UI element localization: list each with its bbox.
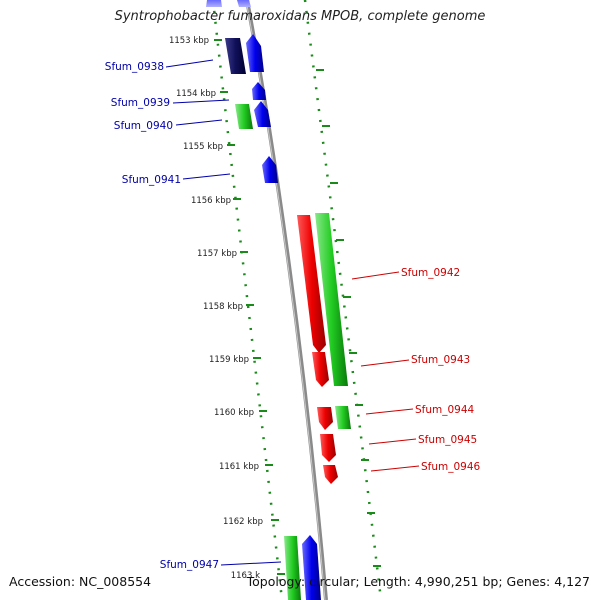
gene-label-sfum-0944[interactable]: Sfum_0944: [415, 404, 475, 416]
genome-summary: Topology: circular; Length: 4,990,251 bp…: [246, 574, 590, 589]
gene-arrow-faded[interactable]: [206, 0, 222, 7]
gene-label-sfum-0943[interactable]: Sfum_0943: [411, 354, 470, 366]
tick-label-1160: 1160 kbp: [214, 408, 254, 418]
tick-label-1157: 1157 kbp: [197, 249, 237, 259]
gene-label-sfum-0938[interactable]: Sfum_0938: [105, 61, 164, 73]
leader-line: [172, 99, 230, 104]
left-leader-lines: [165, 59, 282, 566]
tick-label-1163: 1163 k: [231, 571, 260, 581]
gene-arrow-sfum-0941[interactable]: [262, 156, 278, 183]
gene-arrow-sfum-0943[interactable]: [312, 352, 329, 387]
forward-genes: [206, 0, 321, 600]
tick-label-1161: 1161 kbp: [219, 462, 259, 472]
cds-features: [235, 104, 351, 600]
gene-arrow-sfum-0942[interactable]: [297, 215, 326, 353]
gene-label-sfum-0947[interactable]: Sfum_0947: [160, 559, 219, 571]
scale-tick-labels: 1153 kbp 1154 kbp 1155 kbp 1156 kbp 1157…: [169, 36, 263, 581]
gene-arrow-faded[interactable]: [237, 0, 251, 7]
leader-line: [365, 408, 414, 415]
tick-label-1154: 1154 kbp: [176, 89, 216, 99]
tick-label-1158: 1158 kbp: [203, 302, 243, 312]
cds-sfum-0944[interactable]: [335, 406, 351, 429]
leader-line: [360, 359, 410, 367]
right-gene-labels: Sfum_0942 Sfum_0943 Sfum_0944 Sfum_0945 …: [401, 267, 481, 473]
leader-line: [165, 59, 214, 68]
gene-label-sfum-0945[interactable]: Sfum_0945: [418, 434, 477, 446]
leader-line: [220, 561, 282, 566]
cds-sfum-0947-green[interactable]: [284, 536, 301, 600]
gene-label-sfum-0942[interactable]: Sfum_0942: [401, 267, 460, 279]
cds-sfum-0940[interactable]: [235, 104, 253, 129]
leader-line: [368, 438, 417, 445]
gene-arrow-sfum-0946[interactable]: [323, 465, 338, 484]
leader-line: [182, 173, 231, 180]
gene-arrow-sfum-0939[interactable]: [252, 82, 266, 100]
gene-arrow-sfum-0945[interactable]: [320, 434, 336, 462]
gene-arrow-sfum-0938[interactable]: [225, 38, 246, 74]
gene-label-sfum-0940[interactable]: Sfum_0940: [114, 120, 173, 132]
leader-line: [370, 465, 420, 472]
tick-label-1155: 1155 kbp: [183, 142, 223, 152]
track-boundary-outer-left: [211, 0, 284, 600]
cds-sfum-0942[interactable]: [315, 213, 348, 386]
gene-arrow-blue[interactable]: [246, 34, 264, 72]
tick-label-1162: 1162 kbp: [223, 517, 263, 527]
tick-label-1153: 1153 kbp: [169, 36, 209, 46]
gene-arrow-sfum-0944[interactable]: [317, 407, 333, 430]
right-leader-lines: [351, 271, 420, 472]
reverse-genes: [297, 215, 338, 484]
leader-line: [175, 119, 223, 126]
gene-arrow-blue[interactable]: [254, 101, 271, 127]
left-gene-labels: Sfum_0938 Sfum_0939 Sfum_0940 Sfum_0941 …: [105, 61, 219, 571]
gene-label-sfum-0946[interactable]: Sfum_0946: [421, 461, 481, 473]
tick-label-1156: 1156 kbp: [191, 196, 231, 206]
leader-line: [351, 271, 400, 280]
gene-label-sfum-0941[interactable]: Sfum_0941: [122, 174, 181, 186]
accession-label: Accession: NC_008554: [9, 574, 152, 589]
scale-ticks: [214, 39, 381, 575]
gene-label-sfum-0939[interactable]: Sfum_0939: [111, 97, 170, 109]
map-title: Syntrophobacter fumaroxidans MPOB, compl…: [114, 9, 486, 24]
tick-label-1159: 1159 kbp: [209, 355, 249, 365]
gene-arrow-sfum-0947[interactable]: [302, 535, 321, 600]
